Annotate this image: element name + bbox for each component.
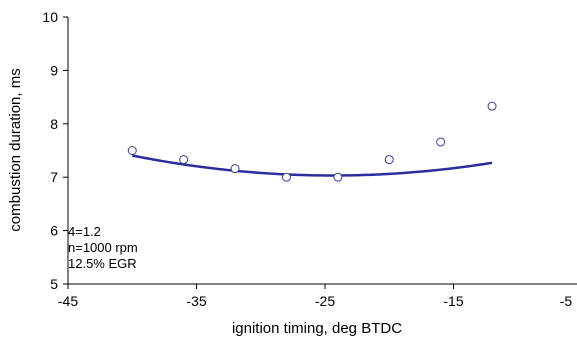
data-points xyxy=(127,101,497,182)
data-point xyxy=(436,137,446,147)
annotation-egr: 12.5% EGR xyxy=(68,256,137,271)
data-point xyxy=(333,172,343,182)
annotation-lambda: 4=1.2 xyxy=(68,224,101,239)
x-tick-label: -5 xyxy=(560,293,573,309)
y-axis-title: combustion duration, ms xyxy=(7,68,24,231)
y-tick-label: 9 xyxy=(50,62,58,78)
x-tick-label: -25 xyxy=(315,293,335,309)
y-tick-label: 5 xyxy=(50,276,58,292)
x-axis-title: ignition timing, deg BTDC xyxy=(232,320,402,337)
y-tick-label: 8 xyxy=(50,116,58,132)
y-tick-label: 7 xyxy=(50,169,58,185)
data-point xyxy=(384,155,394,165)
y-ticks: 5 6 7 8 9 10 xyxy=(42,9,68,292)
y-tick-label: 6 xyxy=(50,223,58,239)
data-point xyxy=(230,164,240,174)
data-point xyxy=(487,101,497,111)
x-ticks: -45 -35 -25 -15 -5 xyxy=(58,284,573,309)
x-tick-label: -15 xyxy=(443,293,463,309)
data-point xyxy=(179,155,189,165)
axes xyxy=(67,17,577,285)
data-point xyxy=(281,172,291,182)
y-tick-label: 10 xyxy=(42,9,58,25)
trendline xyxy=(132,154,493,177)
x-tick-label: -45 xyxy=(58,293,78,309)
data-point xyxy=(127,146,137,155)
x-tick-label: -35 xyxy=(186,293,206,309)
annotation-speed: n=1000 rpm xyxy=(68,240,138,255)
